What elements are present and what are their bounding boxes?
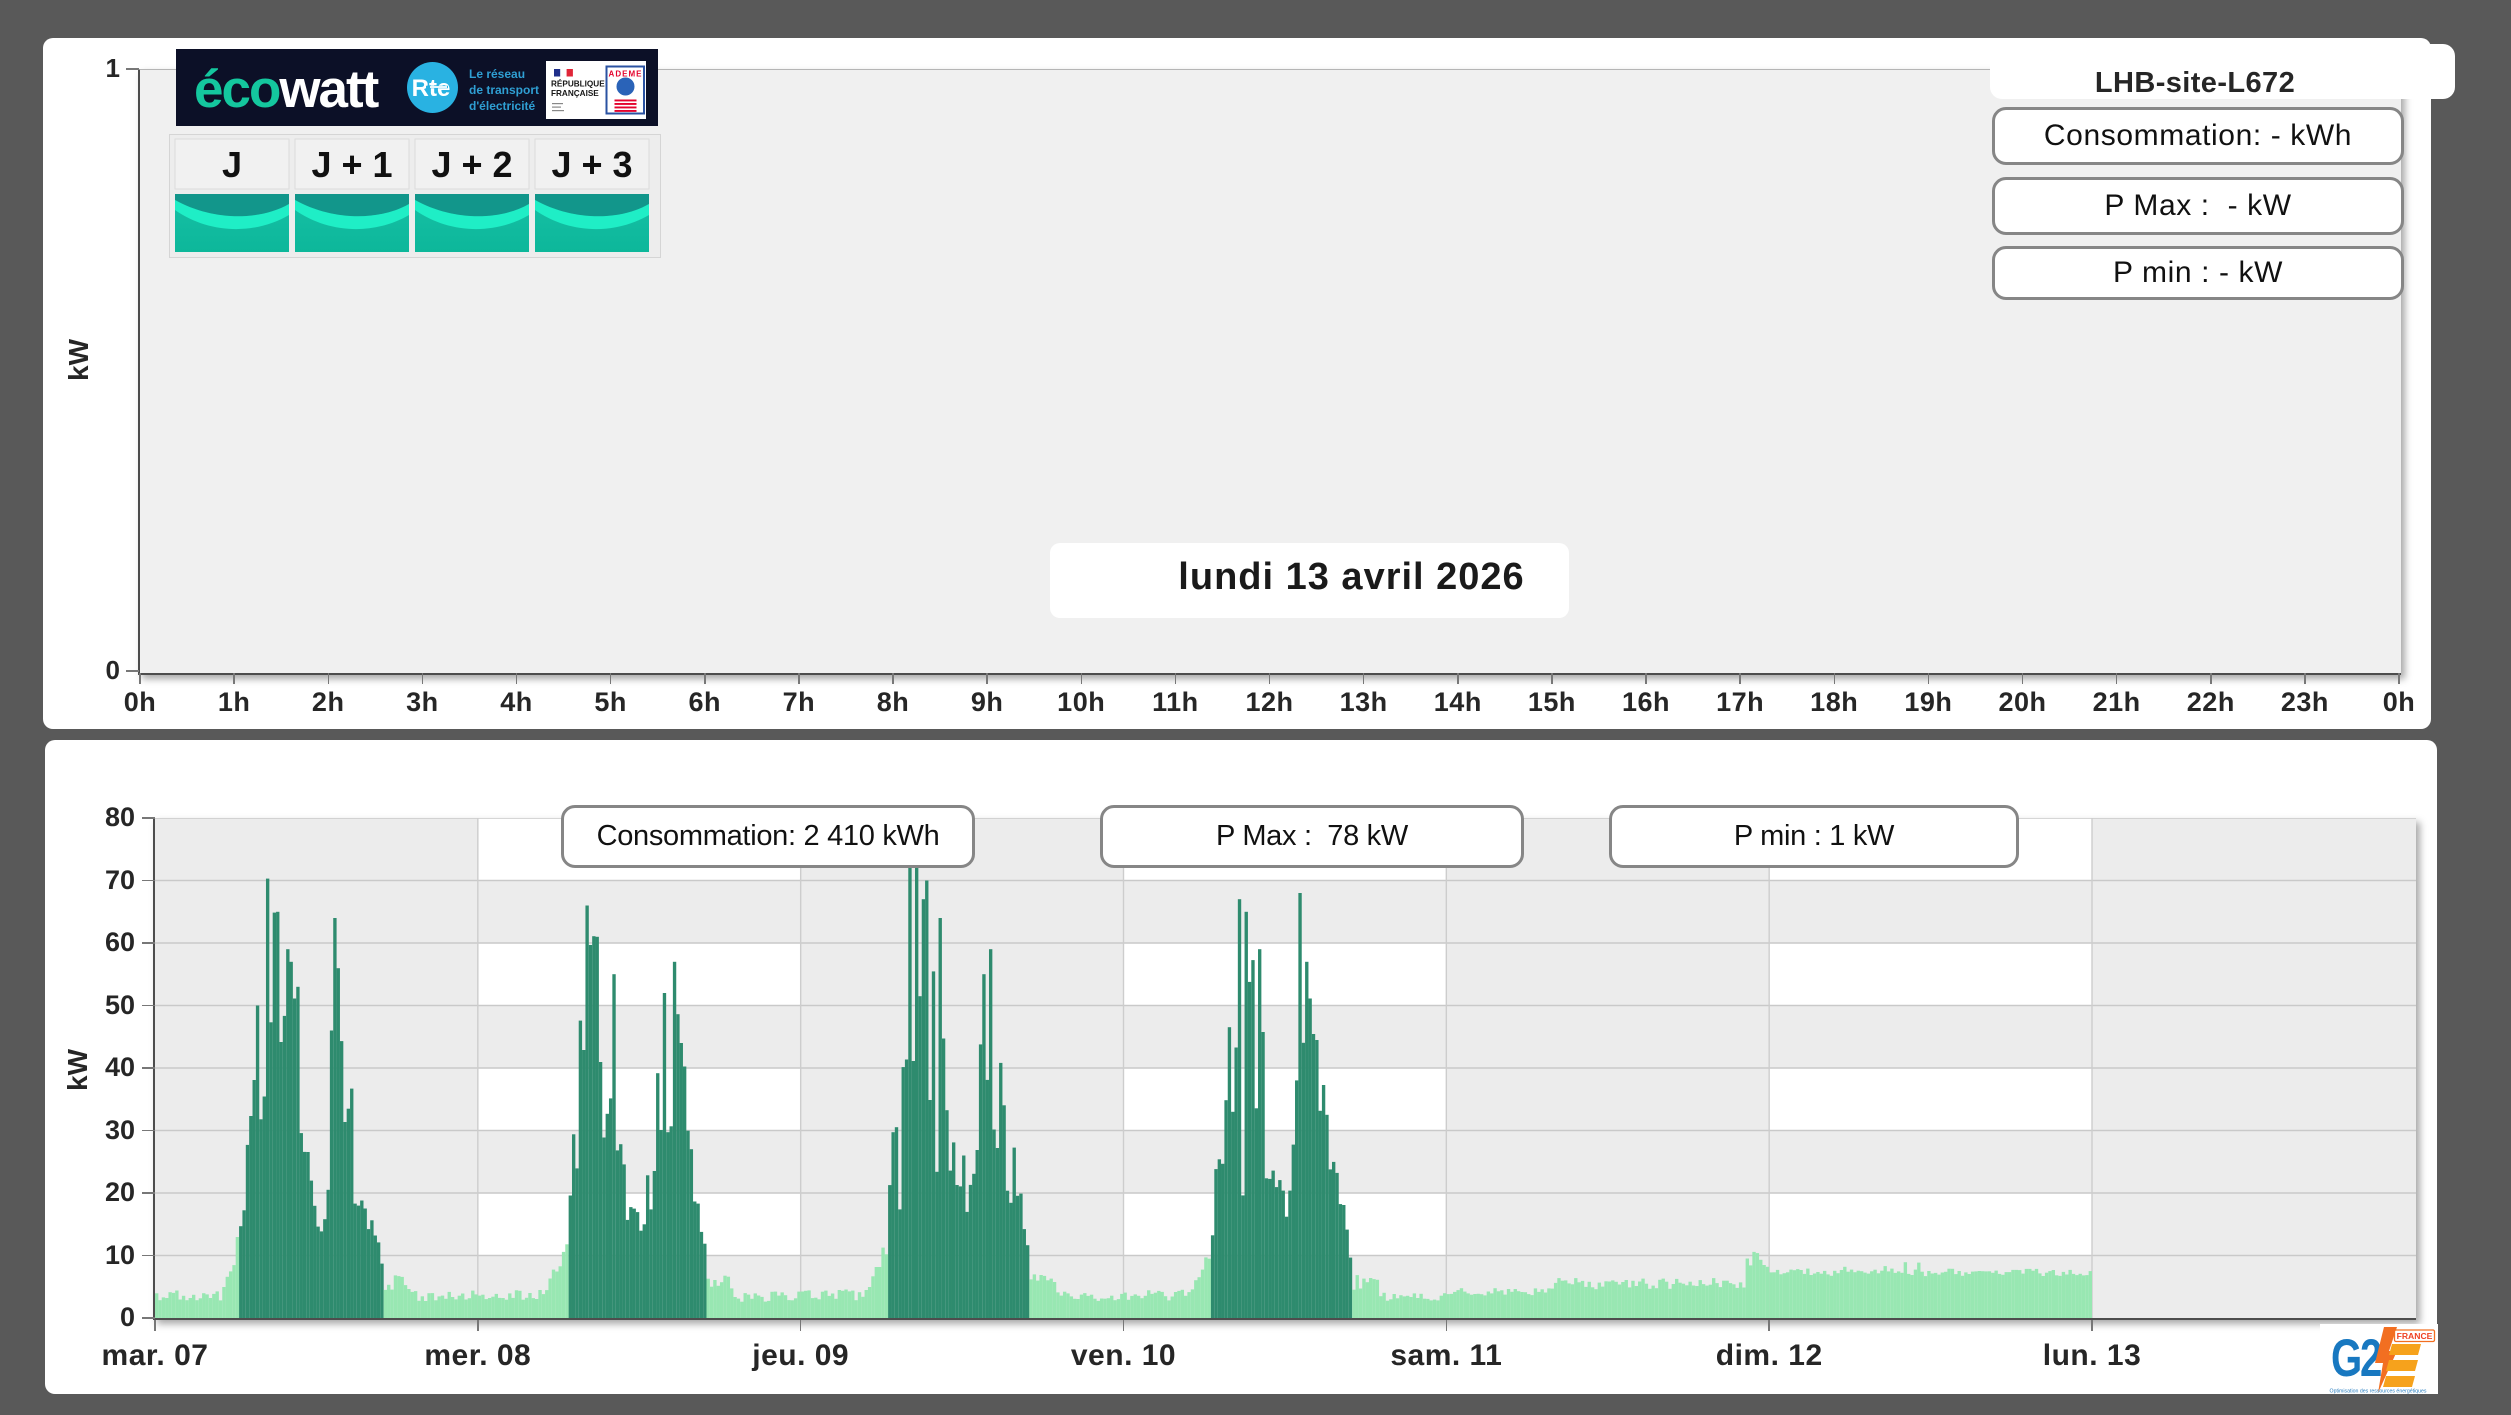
svg-text:de transport: de transport [469,83,539,97]
svg-text:J: J [222,144,242,185]
svg-text:ADEME: ADEME [609,70,643,79]
svg-text:écowatt: écowatt [194,60,379,119]
svg-text:RÉPUBLIQUE: RÉPUBLIQUE [551,79,605,89]
svg-text:d'électricité: d'électricité [469,99,536,113]
svg-text:Le réseau: Le réseau [469,67,525,81]
svg-text:Optimisation des ressources én: Optimisation des ressources énergétiques [2330,1389,2427,1395]
svg-text:J + 3: J + 3 [551,144,632,185]
svg-text:FRANÇAISE: FRANÇAISE [551,89,599,98]
svg-text:FRANCE: FRANCE [2397,1331,2433,1341]
svg-text:J + 2: J + 2 [431,144,512,185]
svg-text:G2: G2 [2331,1329,2381,1388]
svg-text:J + 1: J + 1 [311,144,392,185]
svg-text:Rte: Rte [412,75,451,102]
